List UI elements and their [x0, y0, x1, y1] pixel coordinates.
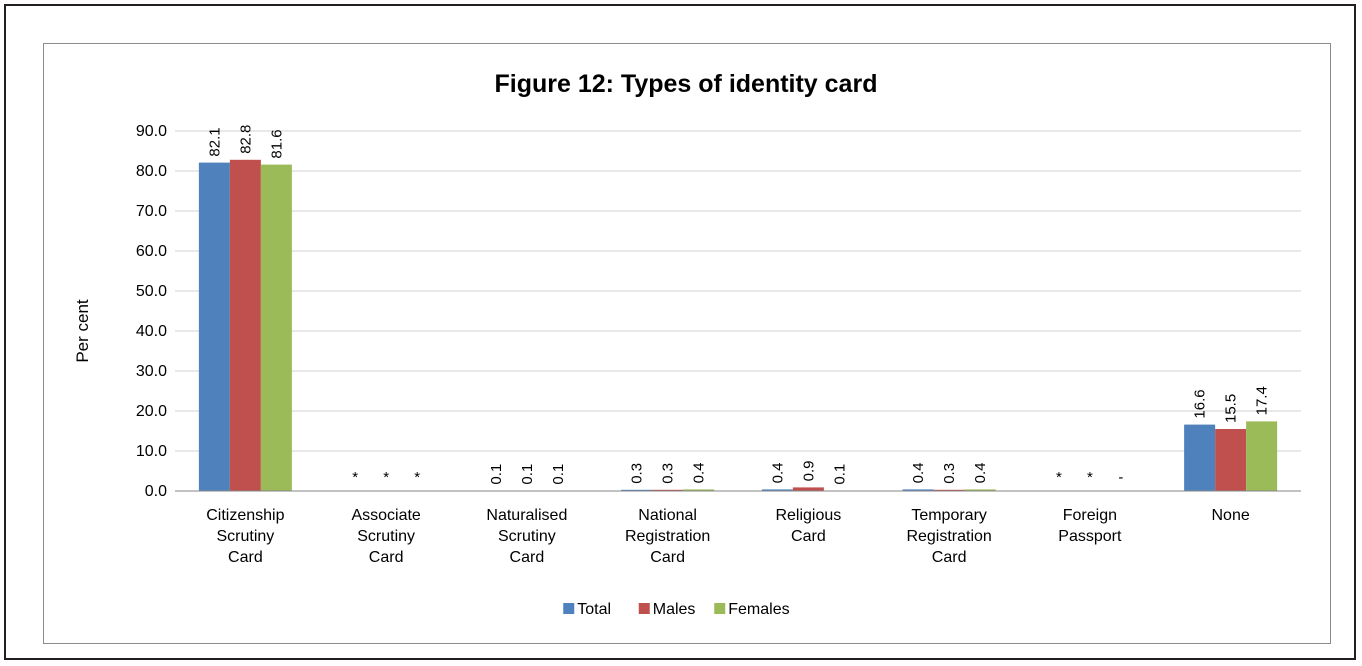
- bar-females: [1246, 421, 1278, 491]
- data-label: *: [383, 469, 389, 486]
- y-tick-label: 0.0: [145, 483, 167, 500]
- category-label: None: [1212, 507, 1250, 524]
- chart-container: Figure 12: Types of identity card 0.0 10.…: [43, 43, 1331, 644]
- category-label: Associate: [351, 507, 420, 524]
- data-label: *: [352, 469, 358, 486]
- bar-males: [933, 489, 965, 491]
- legend-label: Males: [653, 601, 696, 618]
- data-label: 0.3: [660, 463, 677, 484]
- data-label: 15.5: [1223, 394, 1240, 423]
- legend-swatch-males: [638, 603, 650, 614]
- bar-females: [260, 164, 292, 491]
- chart-title: Figure 12: Types of identity card: [495, 70, 878, 98]
- data-label: *: [414, 469, 420, 486]
- figure-frame: Figure 12: Types of identity card 0.0 10.…: [4, 4, 1356, 660]
- x-axis-categories: Citizenship Scrutiny Card Associate Scrutiny…: [206, 507, 1250, 566]
- data-label: 82.1: [206, 127, 223, 156]
- data-label: 0.1: [488, 464, 505, 485]
- category-label: National: [638, 507, 697, 524]
- bar-males: [652, 489, 684, 491]
- bar-total: [621, 489, 653, 491]
- category-label: Naturalised: [486, 507, 567, 524]
- data-label: 0.3: [629, 463, 646, 484]
- bars: [198, 159, 1278, 492]
- bar-total: [1184, 424, 1216, 491]
- category-label: Card: [228, 549, 263, 566]
- legend-label: Total: [577, 601, 611, 618]
- category-label: Citizenship: [206, 507, 284, 524]
- y-tick-label: 70.0: [136, 203, 167, 220]
- category-label: Registration: [625, 528, 710, 545]
- category-label: Scrutiny: [357, 528, 415, 545]
- y-axis-ticks: 0.0 10.0 20.0 30.0 40.0 50.0 60.0 70.0 80.0 90.0: [136, 123, 167, 500]
- data-label: 0.1: [550, 464, 567, 485]
- y-tick-label: 60.0: [136, 243, 167, 260]
- data-label: -: [1118, 469, 1123, 486]
- gridlines: [175, 130, 1301, 452]
- category-label: Scrutiny: [498, 528, 556, 545]
- y-tick-label: 40.0: [136, 323, 167, 340]
- y-tick-label: 50.0: [136, 283, 167, 300]
- category-label: Foreign: [1063, 507, 1117, 524]
- category-label: Religious: [775, 507, 841, 524]
- bar-females: [964, 489, 996, 491]
- category-label: Card: [932, 549, 967, 566]
- bar-males: [1215, 429, 1247, 491]
- legend-swatch-total: [563, 603, 575, 614]
- data-label: 17.4: [1254, 386, 1271, 415]
- bar-males: [792, 487, 824, 491]
- data-label: 82.8: [237, 125, 254, 154]
- bar-chart: Figure 12: Types of identity card 0.0 10.…: [73, 70, 1301, 618]
- bar-males: [229, 159, 261, 492]
- data-label: *: [1087, 469, 1093, 486]
- legend: Total Males Females: [563, 601, 790, 618]
- data-label: 0.4: [910, 463, 927, 484]
- category-label: Scrutiny: [216, 528, 274, 545]
- data-label: *: [1056, 469, 1062, 486]
- legend-label: Females: [728, 601, 789, 618]
- data-label: 0.9: [800, 461, 817, 482]
- data-label: 0.1: [831, 464, 848, 485]
- bar-total: [761, 489, 793, 491]
- data-label: 0.4: [972, 463, 989, 484]
- data-label: 0.4: [769, 463, 786, 484]
- category-label: Temporary: [911, 507, 987, 524]
- data-label: 0.4: [691, 463, 708, 484]
- category-label: Passport: [1058, 528, 1122, 545]
- data-labels: 82.1 82.8 81.6 * * * 0.1 0.1 0.1 0.3 0.3 0.4 0.4 0.9 0…: [206, 125, 1270, 486]
- bar-total: [902, 489, 934, 491]
- legend-swatch-females: [714, 603, 726, 614]
- category-label: Card: [369, 549, 404, 566]
- data-label: 0.3: [941, 463, 958, 484]
- category-label: Registration: [906, 528, 991, 545]
- y-tick-label: 30.0: [136, 363, 167, 380]
- y-axis-title: Per cent: [73, 299, 92, 363]
- category-label: Card: [510, 549, 545, 566]
- y-tick-label: 80.0: [136, 163, 167, 180]
- category-label: Card: [791, 528, 826, 545]
- bar-total: [198, 162, 230, 491]
- y-tick-label: 20.0: [136, 403, 167, 420]
- data-label: 81.6: [268, 129, 285, 158]
- category-label: Card: [650, 549, 685, 566]
- y-tick-label: 90.0: [136, 123, 167, 140]
- y-tick-label: 10.0: [136, 443, 167, 460]
- data-label: 0.1: [519, 464, 536, 485]
- bar-females: [683, 489, 715, 491]
- data-label: 16.6: [1192, 389, 1209, 418]
